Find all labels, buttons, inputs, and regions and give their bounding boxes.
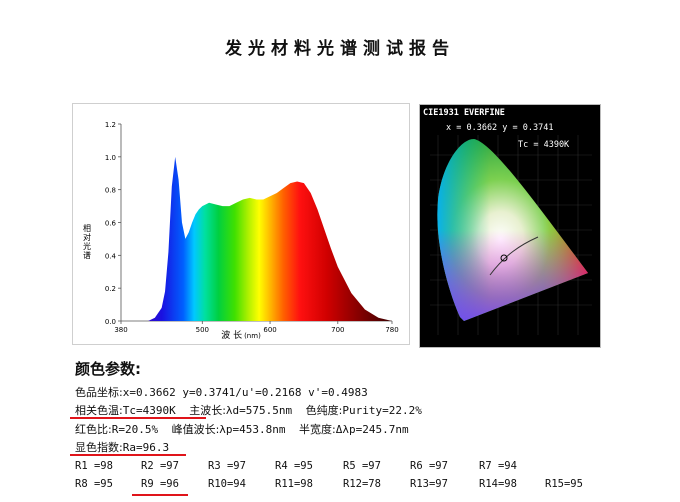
measured-point-marker	[500, 254, 508, 262]
y-tick-label: 0.8	[105, 187, 116, 195]
dominant-wavelength-label: 主波长:	[189, 404, 226, 417]
half-width-value: Δλp=245.7nm	[335, 423, 409, 436]
cie-xy-readout: x = 0.3662 y = 0.3741	[446, 123, 553, 133]
cie-title: CIE1931 EVERFINE	[423, 108, 505, 118]
red-ratio-label: 红色比:	[75, 423, 112, 436]
report-title: 发光材料光谱测试报告	[225, 39, 455, 59]
spectrum-x-label: 波 长 (nm)	[221, 329, 261, 341]
ri-value-r3: R3 =97	[208, 460, 246, 472]
half-width-label: 半宽度:	[299, 423, 336, 436]
ri-value-r10: R10=94	[208, 478, 246, 490]
ri-value-r9: R9 =96	[141, 478, 179, 490]
cri-highlight-underline	[70, 454, 186, 456]
y-tick-label: 0.6	[105, 220, 117, 228]
cie-diagram: CIE1931 EVERFINE x = 0.3662 y = 0.3741 T…	[420, 105, 600, 335]
ri-value-r7: R7 =94	[479, 460, 517, 472]
cie-tc-readout: Tc = 4390K	[518, 140, 570, 150]
ri-value-r1: R1 =98	[75, 460, 113, 472]
y-tick-label: 0.0	[105, 318, 116, 326]
y-tick-label: 1.2	[105, 121, 116, 129]
x-tick-label: 700	[331, 326, 344, 334]
param-row-chromaticity: 色品坐标:x=0.3662 y=0.3741/u'=0.2168 v'=0.49…	[75, 384, 368, 400]
peak-wavelength-label: 峰值波长:	[171, 423, 220, 436]
x-tick-label: 500	[196, 326, 209, 334]
x-tick-label: 600	[263, 326, 276, 334]
purity-label: 色纯度:	[305, 404, 343, 417]
spectrum-chart-frame: 0.0 0.2 0.4 0.6 0.8 1.0 1.2 380 500 600 700 780 相对光…	[72, 103, 410, 345]
cri-value: Ra=96.3	[122, 441, 170, 454]
ri-value-r12: R12=78	[343, 478, 381, 490]
cie-diagram-frame: CIE1931 EVERFINE x = 0.3662 y = 0.3741 T…	[419, 104, 601, 348]
ri-value-r15: R15=95	[545, 478, 583, 490]
spectrum-y-label: 相对光谱	[83, 223, 92, 260]
ri-value-r2: R2 =97	[141, 460, 179, 472]
dominant-wavelength-value: λd=575.5nm	[225, 404, 293, 417]
cri-label: 显色指数:	[75, 441, 123, 454]
ri-value-r13: R13=97	[410, 478, 448, 490]
x-tick-label: 380	[114, 326, 127, 334]
y-tick-label: 1.0	[105, 154, 116, 162]
r9-highlight-underline	[132, 494, 188, 496]
chromaticity-value: x=0.3662 y=0.3741/u'=0.2168 v'=0.4983	[122, 386, 368, 399]
y-tick-label: 0.4	[105, 252, 117, 260]
cct-value: Tc=4390K	[122, 404, 176, 417]
ri-value-r14: R14=98	[479, 478, 517, 490]
chromaticity-label: 色品坐标:	[75, 386, 123, 399]
red-ratio-value: R=20.5%	[111, 423, 159, 436]
peak-wavelength-value: λp=453.8nm	[219, 423, 286, 436]
color-params-heading: 颜色参数:	[75, 360, 141, 378]
cct-label: 相关色温:	[75, 404, 123, 417]
param-row-cri: 显色指数:Ra=96.3	[75, 439, 169, 455]
ri-value-r11: R11=98	[275, 478, 313, 490]
spectrum-curve	[148, 156, 392, 321]
planckian-locus	[489, 236, 539, 276]
x-tick-label: 780	[385, 326, 398, 334]
ri-value-r4: R4 =95	[275, 460, 313, 472]
spectrum-chart: 0.0 0.2 0.4 0.6 0.8 1.0 1.2 380 500 600 700 780 相对光…	[83, 121, 399, 341]
cct-highlight-underline	[70, 417, 206, 419]
ri-value-r5: R5 =97	[343, 460, 381, 472]
param-row-cct: 相关色温:Tc=4390K 主波长:λd=575.5nm 色纯度:Purity=…	[75, 402, 422, 418]
param-row-red-ratio: 红色比:R=20.5% 峰值波长:λp=453.8nm 半宽度:Δλp=245.…	[75, 421, 409, 437]
ri-value-r8: R8 =95	[75, 478, 113, 490]
y-tick-label: 0.2	[105, 285, 116, 293]
ri-value-r6: R6 =97	[410, 460, 448, 472]
purity-value: Purity=22.2%	[342, 404, 422, 417]
